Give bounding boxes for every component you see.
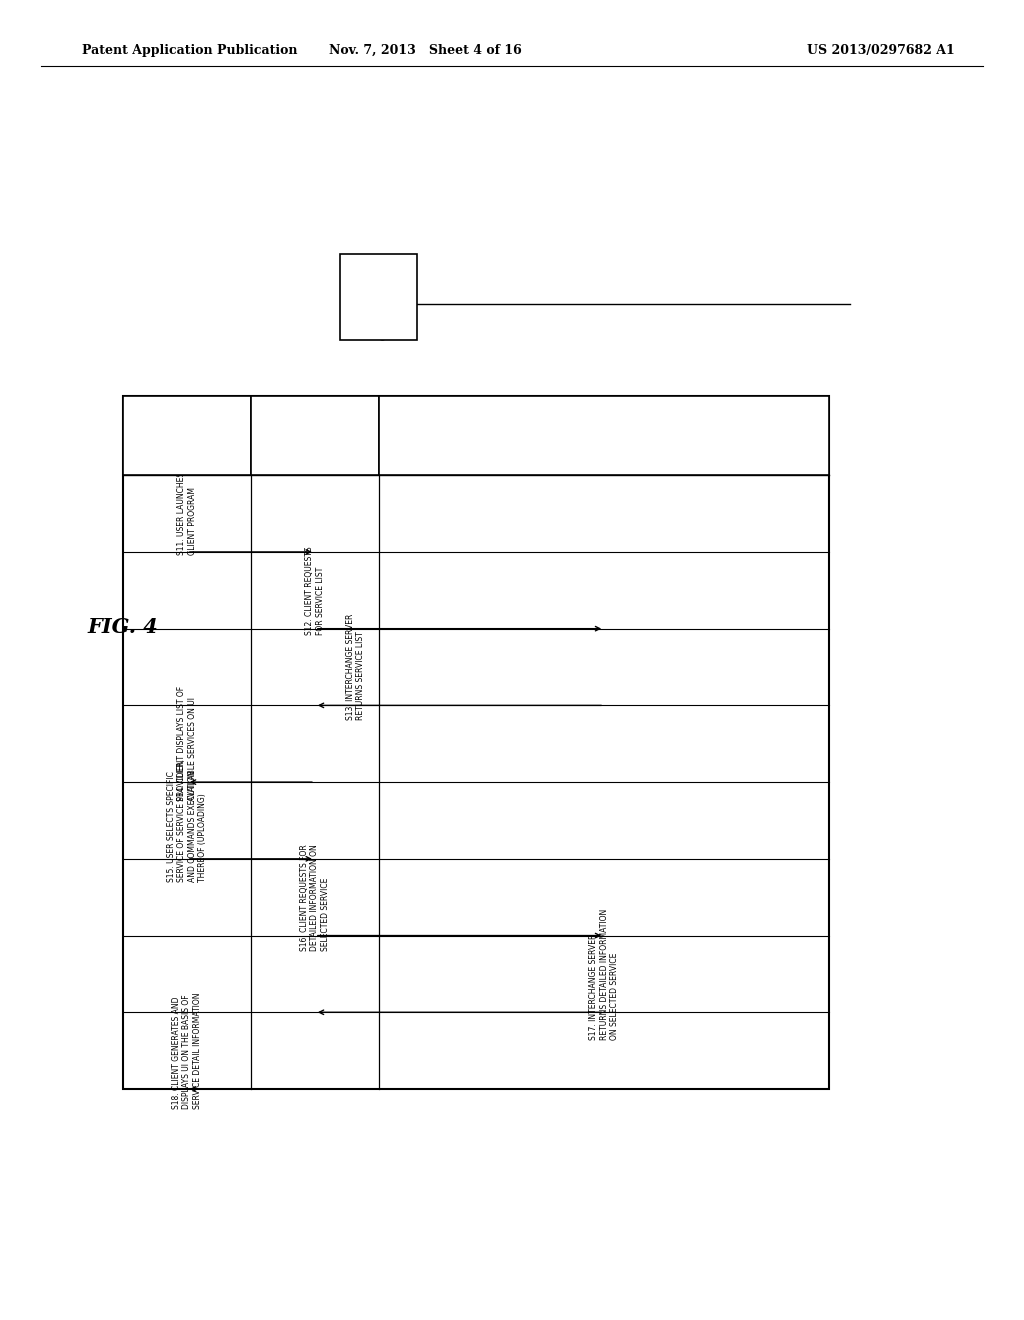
Bar — [379, 396, 829, 475]
Text: FIG. 4: FIG. 4 — [87, 616, 158, 638]
Bar — [251, 396, 379, 475]
Text: S18. CLIENT GENERATES AND
DISPLAYS UI ON THE BASIS OF
SERVICE DETAIL INFORMATION: S18. CLIENT GENERATES AND DISPLAYS UI ON… — [172, 993, 202, 1109]
Text: CLIENT: CLIENT — [296, 430, 334, 441]
Text: S15. USER SELECTS SPECIFIC
SERVICE OF SERVICE PROVIDER,
AND COMMANDS EXECUTION
T: S15. USER SELECTS SPECIFIC SERVICE OF SE… — [167, 759, 207, 882]
Text: S13. INTERCHANGE SERVER
RETURNS SERVICE LIST: S13. INTERCHANGE SERVER RETURNS SERVICE … — [346, 614, 366, 721]
Bar — [123, 396, 829, 1089]
Text: Patent Application Publication: Patent Application Publication — [82, 44, 297, 57]
Text: US 2013/0297682 A1: US 2013/0297682 A1 — [807, 44, 954, 57]
Text: USER: USER — [172, 430, 202, 441]
Text: S11. USER LAUNCHES
CLIENT PROGRAM: S11. USER LAUNCHES CLIENT PROGRAM — [177, 473, 197, 556]
Bar — [340, 253, 418, 339]
Text: S12. CLIENT REQUESTS
FOR SERVICE LIST: S12. CLIENT REQUESTS FOR SERVICE LIST — [305, 546, 325, 635]
Text: Nov. 7, 2013   Sheet 4 of 16: Nov. 7, 2013 Sheet 4 of 16 — [329, 44, 521, 57]
Bar — [123, 396, 251, 475]
Text: S16. CLIENT REQUESTS FOR
DETAILED INFORMATION ON
SELECTED SERVICE: S16. CLIENT REQUESTS FOR DETAILED INFORM… — [300, 843, 330, 950]
Text: INTERCHANGE
SERVER: INTERCHANGE SERVER — [565, 425, 643, 446]
Text: S17. INTERCHANGE SERVER
RETURNS DETAILED INFORMATION
ON SELECTED SERVICE: S17. INTERCHANGE SERVER RETURNS DETAILED… — [589, 908, 620, 1040]
Text: S14. CLIENT DISPLAYS LIST OF
AVAILABLE SERVICES ON UI: S14. CLIENT DISPLAYS LIST OF AVAILABLE S… — [177, 686, 197, 801]
Text: SERVICE-
OFFERING SERVER: SERVICE- OFFERING SERVER — [370, 253, 388, 341]
